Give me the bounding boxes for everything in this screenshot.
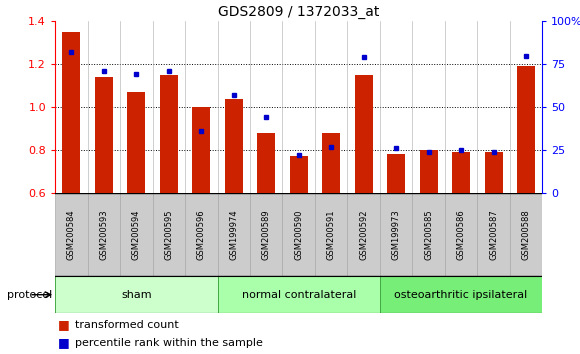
Text: sham: sham — [121, 290, 151, 300]
Bar — [282, 193, 315, 276]
Bar — [250, 193, 282, 276]
Bar — [185, 193, 218, 276]
Text: osteoarthritic ipsilateral: osteoarthritic ipsilateral — [394, 290, 528, 300]
Text: GSM200585: GSM200585 — [424, 209, 433, 260]
Bar — [355, 75, 372, 193]
Text: protocol: protocol — [7, 290, 52, 300]
Bar — [315, 193, 347, 276]
Text: GSM200586: GSM200586 — [456, 209, 466, 260]
Text: ■: ■ — [58, 318, 70, 331]
Text: GSM199973: GSM199973 — [392, 209, 401, 260]
Title: GDS2809 / 1372033_at: GDS2809 / 1372033_at — [218, 5, 379, 19]
Bar — [452, 152, 470, 193]
Bar — [477, 193, 510, 276]
Text: GSM200589: GSM200589 — [262, 209, 271, 260]
Bar — [160, 75, 177, 193]
Bar — [225, 98, 242, 193]
Bar — [485, 152, 502, 193]
Bar — [218, 276, 380, 313]
Text: GSM200591: GSM200591 — [327, 209, 336, 260]
Bar — [88, 193, 120, 276]
Text: GSM200588: GSM200588 — [521, 209, 531, 260]
Bar — [322, 133, 340, 193]
Bar — [510, 193, 542, 276]
Text: GSM200595: GSM200595 — [164, 209, 173, 260]
Bar — [218, 193, 250, 276]
Bar — [63, 32, 80, 193]
Bar — [380, 193, 412, 276]
Bar — [445, 193, 477, 276]
Text: GSM200593: GSM200593 — [99, 209, 108, 260]
Bar — [387, 154, 405, 193]
Text: GSM200590: GSM200590 — [294, 209, 303, 260]
Bar — [412, 193, 445, 276]
Bar — [517, 66, 535, 193]
Bar — [258, 133, 275, 193]
Bar — [95, 77, 113, 193]
Text: transformed count: transformed count — [75, 320, 179, 330]
Text: GSM200596: GSM200596 — [197, 209, 206, 260]
Text: normal contralateral: normal contralateral — [241, 290, 356, 300]
Text: ■: ■ — [58, 336, 70, 349]
Text: GSM200594: GSM200594 — [132, 209, 141, 260]
Text: percentile rank within the sample: percentile rank within the sample — [75, 338, 263, 348]
Text: GSM199974: GSM199974 — [229, 209, 238, 260]
Bar — [347, 193, 380, 276]
Bar — [290, 156, 307, 193]
Bar — [193, 107, 210, 193]
Bar — [55, 193, 88, 276]
Bar — [420, 150, 437, 193]
Text: GSM200584: GSM200584 — [67, 209, 76, 260]
Bar — [120, 193, 153, 276]
Bar — [128, 92, 145, 193]
Text: GSM200592: GSM200592 — [359, 209, 368, 260]
Text: GSM200587: GSM200587 — [489, 209, 498, 260]
Bar — [153, 193, 185, 276]
Bar — [55, 276, 218, 313]
Bar — [380, 276, 542, 313]
